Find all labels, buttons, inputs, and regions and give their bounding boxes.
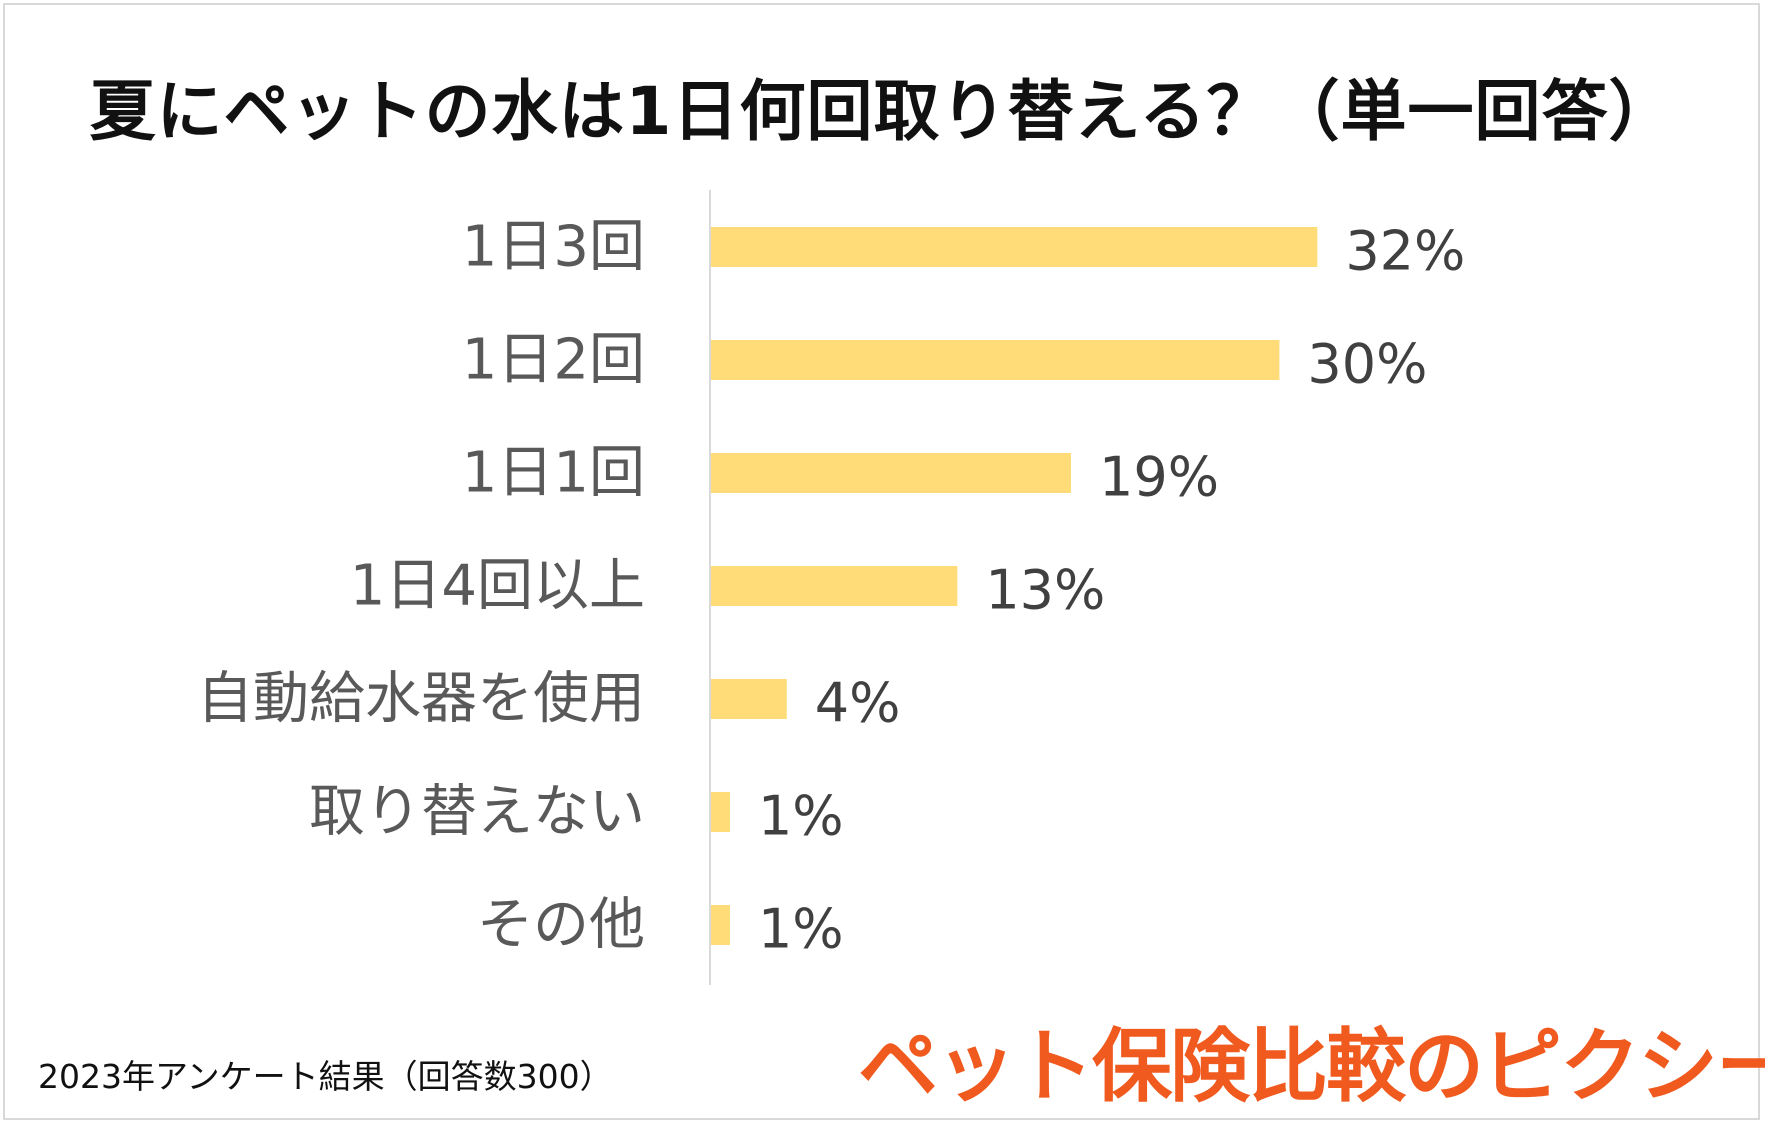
bar-group: 1日3回 32% 1日2回 30% 1日1回 19% 1日4回以上 13% 自動給水器を使用 4%… [197,215,1465,961]
value-label-5: 4% [815,672,901,735]
value-label-7: 1% [758,898,844,961]
value-label-4: 13% [985,559,1105,622]
value-label-2: 30% [1307,333,1427,396]
category-label-7: その他 [477,893,645,958]
value-label-3: 19% [1099,446,1219,509]
value-label-1: 32% [1345,220,1465,283]
category-label-1: 1日3回 [462,215,645,280]
bar-2 [711,340,1280,380]
survey-footnote: 2023年アンケート結果（回答数300） [38,1057,613,1096]
category-label-2: 1日2回 [462,328,645,393]
bar-4 [711,566,958,606]
category-label-3: 1日1回 [462,441,645,506]
chart-title: 夏にペットの水は1日何回取り替える？（単一回答） [89,73,1676,150]
bar-6 [711,792,730,832]
brand-logo: ペット保険比較のピクシー [858,1020,1765,1113]
category-label-4: 1日4回以上 [350,554,645,619]
bar-3 [711,453,1071,493]
bar-5 [711,679,787,719]
category-label-5: 自動給水器を使用 [197,667,645,732]
chart-frame [3,3,1760,1120]
bar-7 [711,905,730,945]
value-label-6: 1% [758,785,844,848]
category-label-6: 取り替えない [309,780,645,845]
bar-1 [711,227,1318,267]
